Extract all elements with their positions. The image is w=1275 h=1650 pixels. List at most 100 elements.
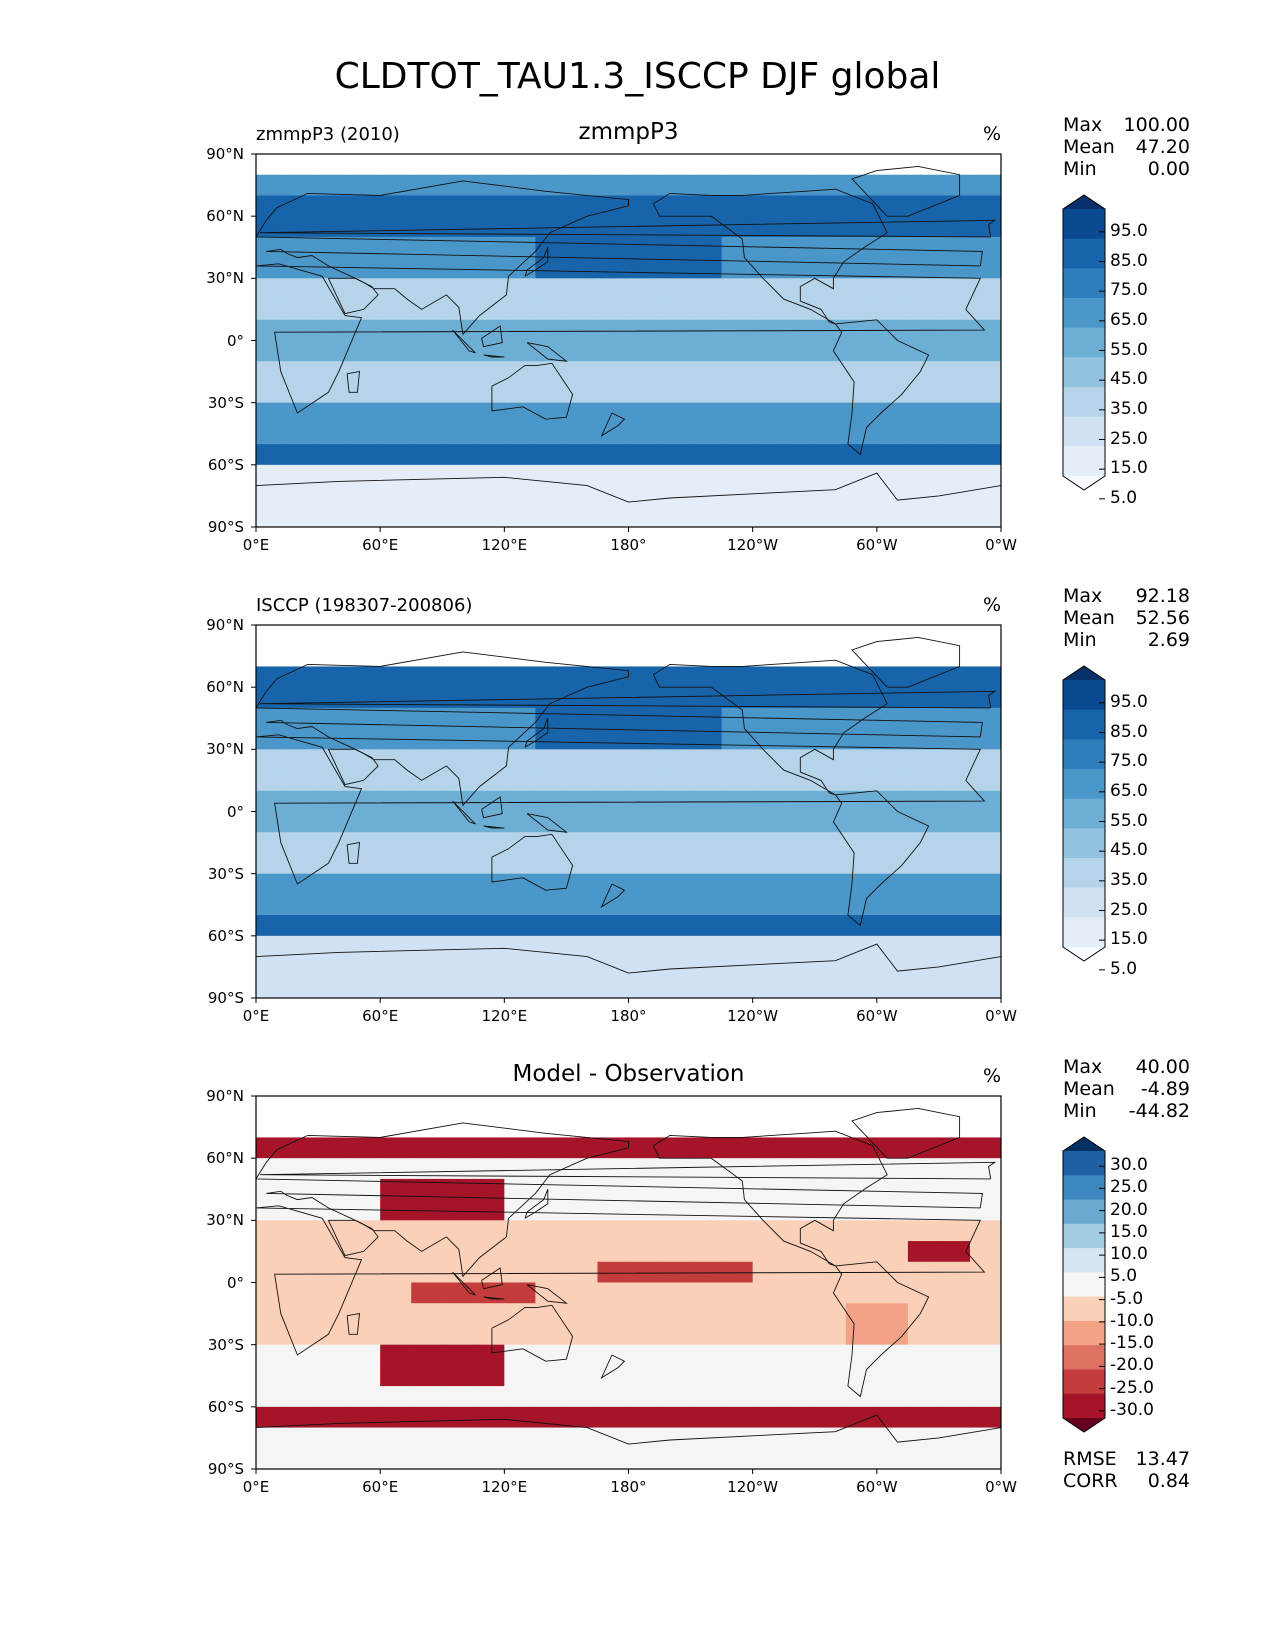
metric-value: 0.84 — [1147, 1470, 1190, 1492]
stat-value: 47.20 — [1135, 136, 1190, 158]
lat-tick-label: 30°S — [207, 864, 244, 883]
panel-unit: % — [983, 1065, 1002, 1087]
lon-tick-label: 60°W — [856, 1478, 898, 1496]
colorbar-tick-label: -15.0 — [1110, 1333, 1154, 1354]
lon-tick-label: 0°E — [242, 1007, 270, 1025]
colorbar-tick-label: 25.0 — [1110, 899, 1148, 920]
metric-value: 13.47 — [1135, 1448, 1190, 1470]
colorbar-tick-label: 65.0 — [1110, 780, 1148, 801]
panel-unit: % — [983, 123, 1002, 145]
colorbar-tick-label: -25.0 — [1110, 1377, 1154, 1398]
lat-tick-label: 60°N — [206, 1149, 244, 1168]
stat-value: 52.56 — [1135, 607, 1190, 629]
coastlines — [256, 636, 1001, 998]
lat-tick-label: 30°N — [206, 269, 244, 288]
colorbar-tick-label: 30.0 — [1110, 1155, 1148, 1176]
panel-center-title: zmmpP3 — [578, 119, 679, 145]
lat-tick-label: 30°N — [206, 1211, 244, 1230]
stat-label: Min — [1063, 629, 1097, 651]
lon-tick-label: 120°E — [481, 1478, 528, 1496]
colorbar-tick-label: 25.0 — [1110, 428, 1148, 449]
lat-tick-label: 90°N — [206, 1087, 244, 1105]
lon-tick-label: 180° — [610, 1007, 647, 1025]
stat-label: Min — [1063, 158, 1097, 180]
colorbar-tick-label: 45.0 — [1110, 369, 1148, 390]
lon-tick-label: 180° — [610, 1478, 647, 1496]
lat-tick-label: 90°N — [206, 616, 244, 634]
lon-tick-label: 120°E — [481, 536, 528, 554]
colorbar-tick-label: -5.0 — [1110, 1288, 1144, 1309]
lat-tick-label: 30°S — [207, 393, 244, 412]
colorbar-tick-label: 55.0 — [1110, 810, 1148, 831]
colorbar — [1062, 665, 1106, 971]
stat-value: -44.82 — [1128, 1100, 1190, 1122]
map-panel-2 — [251, 624, 1106, 1003]
panel-unit: % — [983, 594, 1002, 616]
colorbar-tick-label: 65.0 — [1110, 309, 1148, 330]
colorbar — [1062, 194, 1106, 500]
contour-field — [256, 625, 1001, 998]
lat-tick-label: 90°S — [207, 989, 244, 1007]
colorbar-tick-label: 35.0 — [1110, 398, 1148, 419]
lon-tick-label: 0°E — [242, 536, 270, 554]
coastlines — [256, 1107, 1001, 1469]
colorbar-tick-label: 95.0 — [1110, 691, 1148, 712]
lat-tick-label: 30°S — [207, 1335, 244, 1354]
lon-tick-label: 120°W — [727, 1478, 779, 1496]
lon-tick-label: 120°W — [727, 536, 779, 554]
colorbar-tick-label: 85.0 — [1110, 721, 1148, 742]
lon-tick-label: 0°W — [985, 1007, 1017, 1025]
colorbar-tick-label: -10.0 — [1110, 1310, 1154, 1331]
stat-value: 40.00 — [1135, 1056, 1190, 1078]
stat-label: Mean — [1063, 607, 1115, 629]
panel-left-title: ISCCP (198307-200806) — [256, 595, 473, 616]
stat-value: 2.69 — [1147, 629, 1190, 651]
stat-value: 92.18 — [1135, 585, 1190, 607]
metric-label: CORR — [1063, 1470, 1118, 1492]
colorbar-tick-label: 85.0 — [1110, 250, 1148, 271]
lat-tick-label: 90°S — [207, 1460, 244, 1478]
map-panel-1 — [251, 153, 1106, 532]
colorbar-tick-label: 55.0 — [1110, 339, 1148, 360]
lon-tick-label: 60°W — [856, 1007, 898, 1025]
lat-tick-label: 90°S — [207, 518, 244, 536]
lon-tick-label: 120°W — [727, 1007, 779, 1025]
panel-center-title: Model - Observation — [512, 1061, 745, 1087]
stat-label: Min — [1063, 1100, 1097, 1122]
metric-label: RMSE — [1063, 1448, 1117, 1470]
lat-tick-label: 60°S — [207, 1397, 244, 1416]
stat-label: Max — [1063, 585, 1103, 607]
stat-label: Max — [1063, 1056, 1103, 1078]
stat-value: 0.00 — [1147, 158, 1190, 180]
contour-field — [256, 1096, 1001, 1469]
lon-tick-label: 180° — [610, 536, 647, 554]
lon-tick-label: 0°E — [242, 1478, 270, 1496]
stat-value: 100.00 — [1123, 114, 1190, 136]
colorbar-tick-label: 35.0 — [1110, 869, 1148, 890]
stat-label: Mean — [1063, 1078, 1115, 1100]
colorbar-tick-label: 5.0 — [1110, 1266, 1138, 1287]
lon-tick-label: 60°E — [362, 536, 399, 554]
colorbar-tick-label: 45.0 — [1110, 840, 1148, 861]
lon-tick-label: 120°E — [481, 1007, 528, 1025]
stat-label: Mean — [1063, 136, 1115, 158]
colorbar-tick-label: 75.0 — [1110, 280, 1148, 301]
colorbar-tick-label: 5.0 — [1110, 958, 1138, 979]
lat-tick-label: 0° — [226, 1273, 244, 1292]
lon-tick-label: 0°W — [985, 1478, 1017, 1496]
lon-tick-label: 60°W — [856, 536, 898, 554]
coastlines — [256, 165, 1001, 527]
colorbar-tick-label: 25.0 — [1110, 1177, 1148, 1198]
colorbar-tick-label: 10.0 — [1110, 1244, 1148, 1265]
colorbar-tick-label: 20.0 — [1110, 1199, 1148, 1220]
lat-tick-label: 60°S — [207, 926, 244, 945]
colorbar — [1062, 1136, 1106, 1433]
lon-tick-label: 60°E — [362, 1478, 399, 1496]
figure-title: CLDTOT_TAU1.3_ISCCP DJF global — [334, 56, 941, 97]
colorbar-tick-label: -30.0 — [1110, 1399, 1154, 1420]
lat-tick-label: 90°N — [206, 145, 244, 163]
lat-tick-label: 60°N — [206, 207, 244, 226]
panel-left-title: zmmpP3 (2010) — [256, 124, 400, 145]
colorbar-tick-label: -20.0 — [1110, 1355, 1154, 1376]
